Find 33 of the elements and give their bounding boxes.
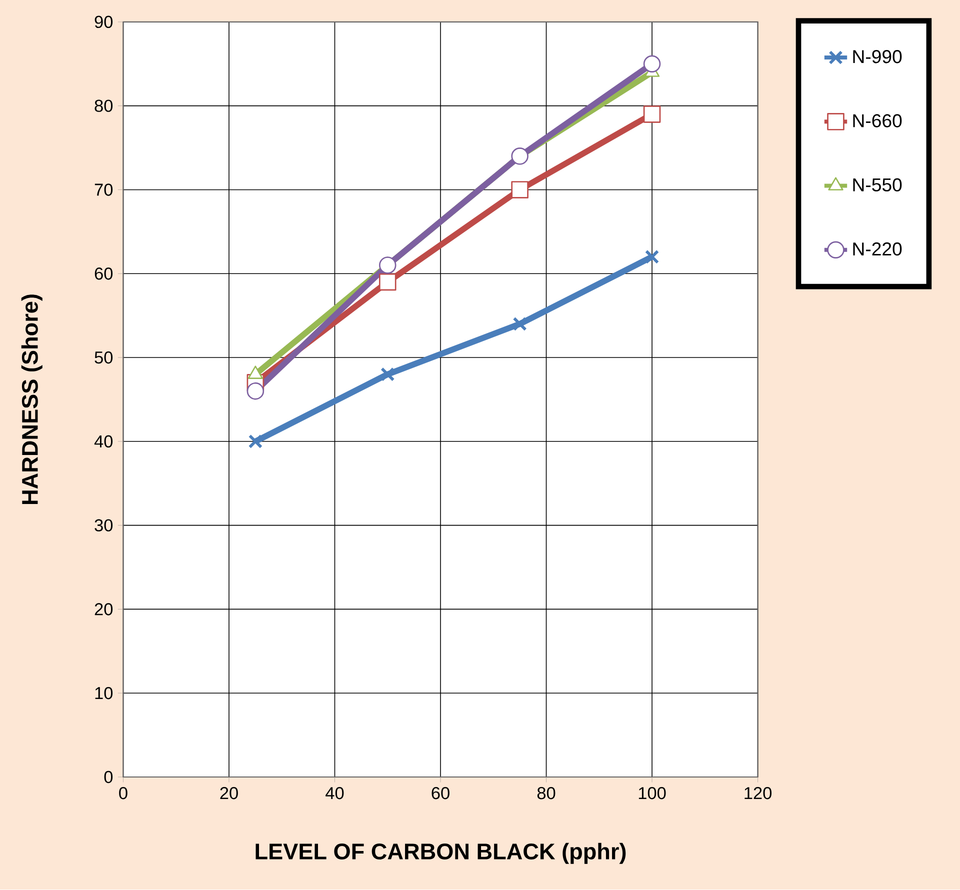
y-tick-label: 90 [94, 16, 113, 28]
y-tick-label: 50 [94, 352, 113, 364]
y-tick-label: 30 [94, 519, 113, 532]
legend-label: N-220 [853, 242, 902, 256]
x-axis-title: LEVEL OF CARBON BLACK (pphr) [256, 843, 626, 864]
x-tick-label: 40 [326, 787, 344, 800]
legend-label: N-990 [853, 50, 902, 64]
point [512, 317, 527, 332]
x-tick-label: 120 [744, 787, 772, 800]
legend-label: N-550 [853, 178, 902, 192]
point [378, 256, 396, 274]
x-tick-label: 100 [638, 787, 666, 800]
y-tick-label: 60 [94, 268, 113, 280]
y-tick-label: 0 [104, 771, 113, 784]
y-axis-title: HARDNESS (Shore) [21, 294, 42, 504]
legend-label: N-660 [853, 114, 902, 128]
y-tick-label: 20 [94, 603, 113, 616]
point [644, 250, 660, 264]
y-tick-label: 10 [95, 687, 113, 700]
point [511, 148, 528, 166]
x-tick-label: 20 [220, 787, 238, 800]
point [380, 367, 395, 382]
y-tick-label: 40 [94, 436, 113, 448]
point [378, 274, 396, 291]
y-tick-label: 70 [94, 184, 113, 196]
point [643, 106, 661, 124]
x-tick-label: 0 [119, 787, 128, 800]
point [248, 434, 263, 449]
point [246, 382, 264, 400]
y-tick-label: 80 [94, 100, 113, 112]
x-tick-label: 80 [537, 787, 556, 800]
point [511, 181, 528, 199]
x-tick-label: 60 [432, 787, 450, 800]
